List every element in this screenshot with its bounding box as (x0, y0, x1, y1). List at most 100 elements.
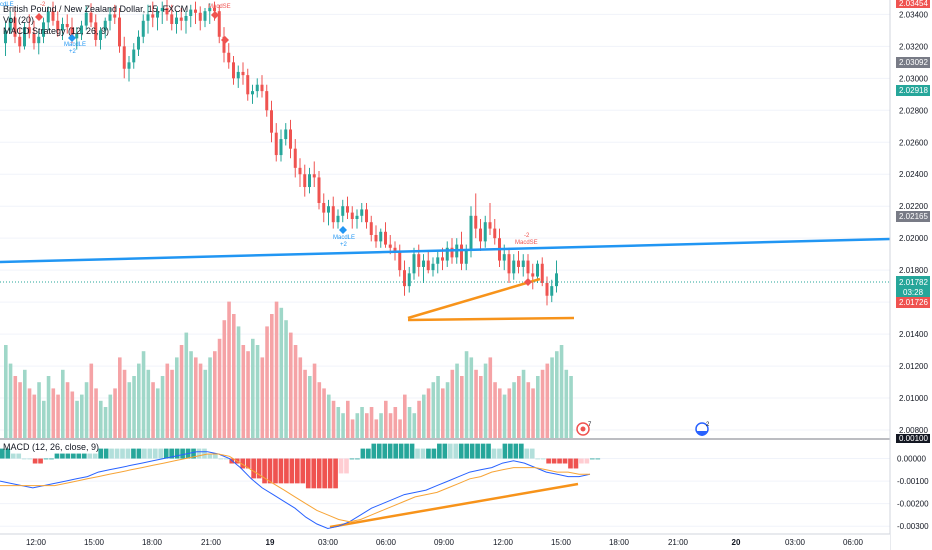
candle-body (331, 206, 335, 223)
candle-body (379, 231, 383, 242)
macd-histogram-bar (371, 443, 377, 459)
volume-bar (279, 307, 284, 438)
volume-bar (165, 363, 170, 438)
volume-bar (94, 388, 98, 438)
candle-body (312, 174, 316, 178)
short-signal-marker (35, 13, 43, 21)
volume-bar (312, 363, 317, 438)
macd-histogram-bar (114, 448, 120, 459)
macd-histogram-bar (147, 448, 153, 459)
macd-histogram-bar (502, 443, 508, 459)
candle-body (23, 27, 26, 47)
macd-histogram-bar (568, 458, 573, 469)
candle-body (32, 33, 36, 44)
candle-body (374, 234, 378, 242)
volume-bar (80, 394, 84, 438)
price-tag-red (896, 297, 930, 308)
time-axis[interactable]: 12:00 15:00 18:00 21:00 19 03:00 06:00 09:00 12:… (0, 533, 890, 550)
earnings-badge[interactable]: 2 (695, 422, 710, 436)
time-label: 15:00 (84, 538, 105, 547)
candle-body (517, 260, 520, 267)
price-tag-grey-1 (896, 57, 930, 68)
volume-bar (450, 369, 455, 438)
volume-bar (517, 376, 521, 438)
macd-histogram-bar (60, 453, 65, 459)
volume-bar (469, 357, 474, 438)
macd-histogram-bar (562, 458, 568, 464)
candle-body (407, 273, 411, 287)
candle-body (84, 12, 88, 26)
macd-histogram-bar (240, 458, 246, 469)
candle-body (189, 9, 193, 16)
volume-bar (141, 351, 146, 438)
volume-bar (23, 369, 27, 438)
candle-body (555, 273, 558, 287)
macd-histogram-bar (87, 453, 93, 459)
volume-bar (89, 363, 94, 438)
macd-histogram-bar (546, 458, 551, 464)
macd-histogram-bar (43, 458, 49, 460)
macd-histogram-bar (584, 458, 590, 464)
macd-histogram-bar (327, 458, 333, 489)
macd-histogram-bar (420, 448, 426, 459)
candle-body (464, 250, 468, 264)
volume-bar (75, 400, 79, 438)
divergence-lower-line[interactable] (407, 316, 575, 322)
macd-histogram-bar (393, 443, 398, 459)
last-price-tag (896, 276, 930, 298)
volume-bar (27, 388, 32, 438)
macd-histogram-bar (109, 448, 114, 459)
candle-body (360, 209, 364, 216)
volume-bar (175, 357, 179, 438)
time-label: 09:00 (434, 538, 455, 547)
macd-histogram-bar (458, 443, 464, 459)
signal-long-2: MacdLE (333, 235, 355, 241)
volume-bar (564, 369, 569, 438)
macd-histogram-bar (174, 448, 180, 459)
signal-long-topleft: cdLE (0, 2, 14, 8)
divergence-upper-line[interactable] (407, 277, 541, 320)
volume-bar (479, 376, 483, 438)
horizontal-trendline[interactable] (0, 237, 891, 264)
candle-body (80, 25, 83, 34)
price-axis[interactable]: 2.03400 2.03200 2.03000 2.02800 2.02600 2.024… (889, 0, 932, 550)
candle-body (308, 174, 311, 188)
volume-bar (536, 376, 540, 438)
price-candles[interactable] (4, 0, 558, 306)
candle-body (232, 62, 235, 79)
volume-bar (341, 413, 345, 438)
macd-histogram-bar (120, 448, 125, 459)
volume-bar (540, 369, 545, 438)
volume-bar (555, 351, 559, 438)
macd-histogram-bar (152, 448, 158, 459)
volume-bar (132, 376, 136, 438)
candle-body (255, 84, 259, 92)
short-signal-marker (524, 278, 532, 286)
macd-tick-label: -0.00300 (897, 522, 929, 531)
volume-bar (61, 369, 65, 438)
candle-body (179, 17, 183, 21)
macd-histogram-bar (360, 448, 366, 459)
candle-body (141, 20, 145, 37)
macd-histogram-bar (136, 448, 142, 459)
macd-divergence-line[interactable] (329, 482, 579, 529)
volume-bar (526, 382, 531, 438)
svg-text:2.03454: 2.03454 (899, 0, 928, 8)
dividend-badge[interactable]: 7 (576, 422, 592, 436)
macd-histogram-bar (579, 458, 584, 464)
volume-bar (498, 388, 502, 438)
svg-text:0.00100: 0.00100 (899, 434, 928, 443)
time-label: 19 (266, 538, 275, 547)
signal-long-1-qty: +2 (69, 49, 77, 55)
svg-text:2.01726: 2.01726 (899, 298, 928, 307)
macd-histogram-bar (469, 443, 475, 459)
volume-bar (303, 369, 307, 438)
candle-body (274, 132, 278, 156)
macd-histogram-bar (103, 448, 109, 459)
macd-histogram-bar (551, 458, 557, 464)
candle-body (246, 75, 250, 95)
dividend-count: 7 (588, 422, 592, 428)
macd-histogram-bar (573, 458, 579, 469)
